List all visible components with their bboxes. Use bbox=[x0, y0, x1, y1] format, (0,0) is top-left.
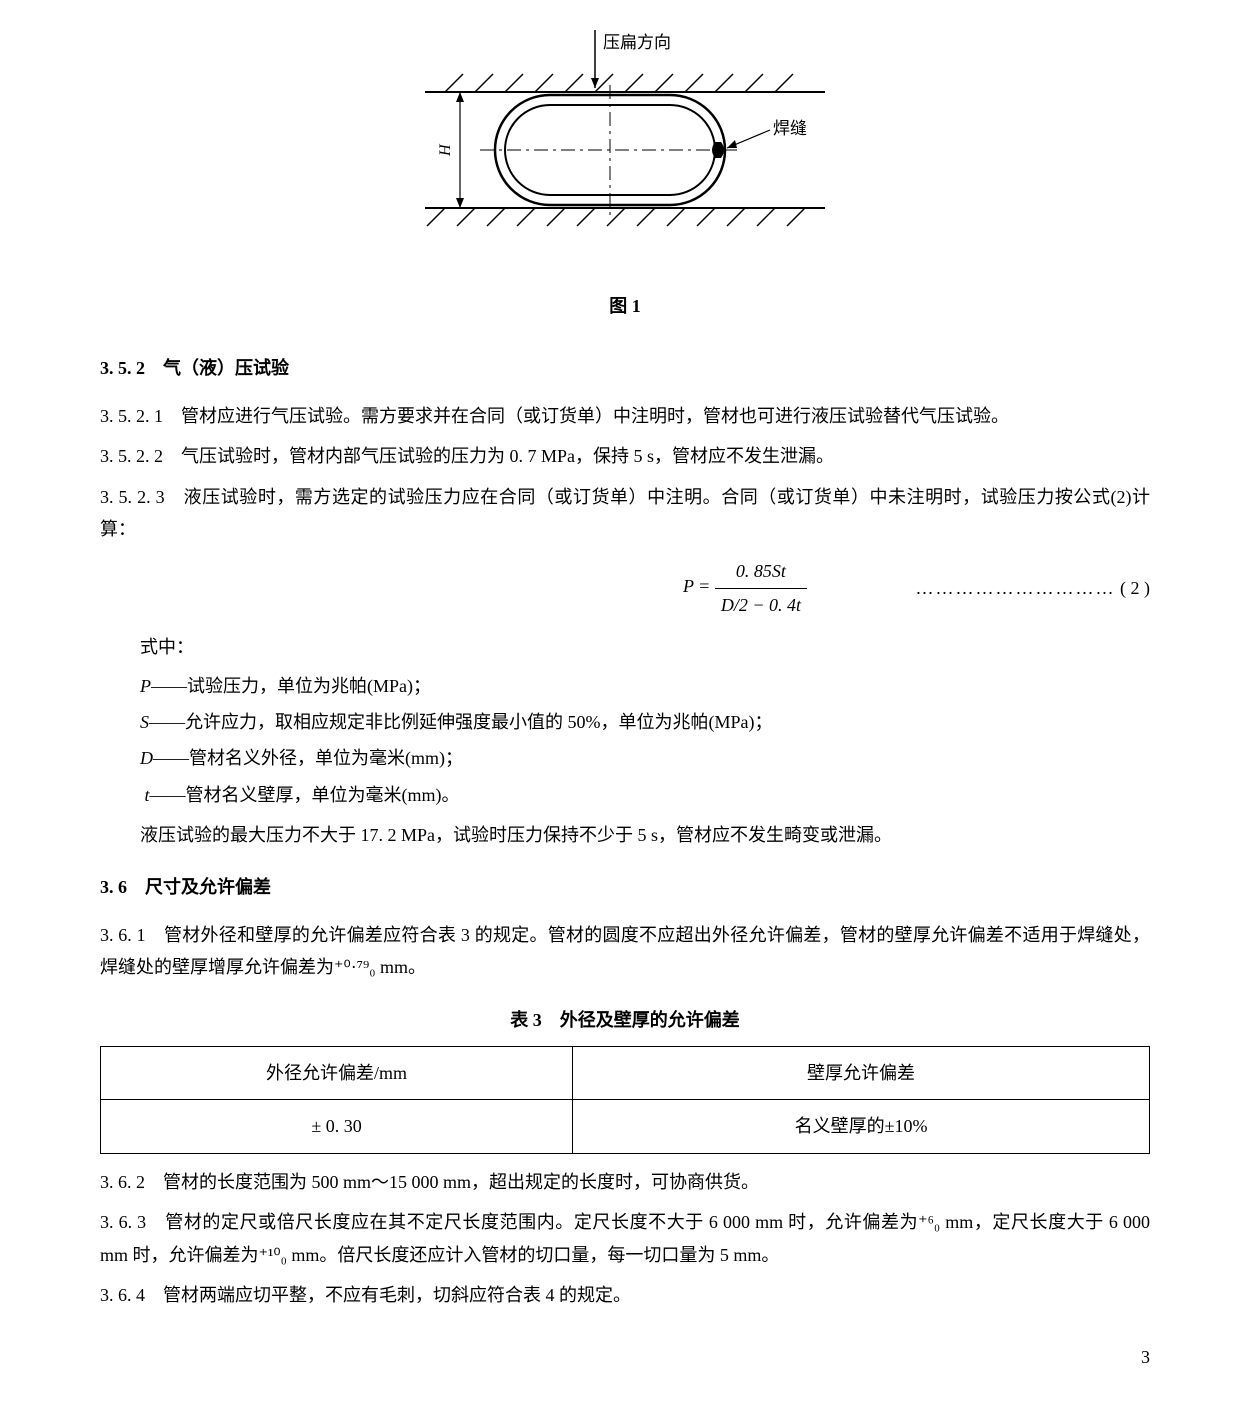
formula-denominator: D/2 − 0. 4t bbox=[715, 589, 807, 621]
table-3-header-wt: 壁厚允许偏差 bbox=[573, 1047, 1150, 1100]
flattening-diagram: 压扁方向 bbox=[405, 30, 845, 270]
figure-caption: 图 1 bbox=[100, 290, 1150, 322]
height-dim-label: H bbox=[437, 143, 454, 157]
formula-number: ………………………… ( 2 ) bbox=[916, 572, 1151, 604]
table-3-od-value: ± 0. 30 bbox=[101, 1100, 573, 1153]
table-3: 外径允许偏差/mm 壁厚允许偏差 ± 0. 30 名义壁厚的±10% bbox=[100, 1046, 1150, 1154]
table-3-caption: 表 3 外径及壁厚的允许偏差 bbox=[100, 1004, 1150, 1036]
table-3-wt-value: 名义壁厚的±10% bbox=[573, 1100, 1150, 1153]
heading-3-6: 3. 6 尺寸及允许偏差 bbox=[100, 871, 1150, 903]
para-3-5-2-2: 3. 5. 2. 2 气压试验时，管材内部气压试验的压力为 0. 7 MPa，保… bbox=[100, 440, 1150, 472]
table-3-header-od: 外径允许偏差/mm bbox=[101, 1047, 573, 1100]
def-P: P——试验压力，单位为兆帕(MPa)； bbox=[140, 670, 1150, 702]
formula-lhs: P bbox=[683, 576, 694, 596]
figure-1: 压扁方向 bbox=[100, 30, 1150, 322]
heading-3-5-2: 3. 5. 2 气（液）压试验 bbox=[100, 352, 1150, 384]
weld-label: 焊缝 bbox=[773, 119, 807, 138]
para-3-5-2-1: 3. 5. 2. 1 管材应进行气压试验。需方要求并在合同（或订货单）中注明时，… bbox=[100, 400, 1150, 432]
para-3-6-2: 3. 6. 2 管材的长度范围为 500 mm～15 000 mm，超出规定的长… bbox=[100, 1166, 1150, 1198]
def-D: D——管材名义外径，单位为毫米(mm)； bbox=[140, 742, 1150, 774]
para-3-5-2-3: 3. 5. 2. 3 液压试验时，需方选定的试验压力应在合同（或订货单）中注明。… bbox=[100, 481, 1150, 546]
def-t: t——管材名义壁厚，单位为毫米(mm)。 bbox=[140, 779, 1150, 811]
para-3-6-1: 3. 6. 1 管材外径和壁厚的允许偏差应符合表 3 的规定。管材的圆度不应超出… bbox=[100, 919, 1150, 984]
hydro-note: 液压试验的最大压力不大于 17. 2 MPa，试验时压力保持不少于 5 s，管材… bbox=[140, 819, 1150, 851]
page-number: 3 bbox=[100, 1341, 1150, 1373]
def-S: S——允许应力，取相应规定非比例延伸强度最小值的 50%，单位为兆帕(MPa)； bbox=[140, 706, 1150, 738]
where-label: 式中： bbox=[140, 631, 1150, 663]
formula-numerator: 0. 85St bbox=[715, 555, 807, 588]
top-arrow-label: 压扁方向 bbox=[603, 33, 671, 52]
formula-2: P = 0. 85StD/2 − 0. 4t ………………………… ( 2 ) bbox=[100, 555, 1150, 621]
para-3-6-3: 3. 6. 3 管材的定尺或倍尺长度应在其不定尺长度范围内。定尺长度不大于 6 … bbox=[100, 1206, 1150, 1271]
para-3-6-4: 3. 6. 4 管材两端应切平整，不应有毛刺，切斜应符合表 4 的规定。 bbox=[100, 1279, 1150, 1311]
